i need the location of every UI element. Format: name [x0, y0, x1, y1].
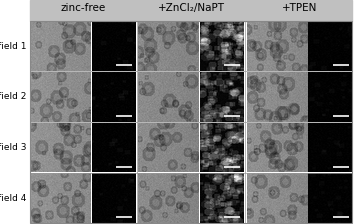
Text: +ZnCl₂/NaPT: +ZnCl₂/NaPT [158, 3, 225, 13]
Text: field 3: field 3 [0, 143, 27, 152]
Text: field 2: field 2 [0, 92, 27, 101]
Text: zinc-free: zinc-free [60, 3, 105, 13]
Text: +TPEN: +TPEN [282, 3, 317, 13]
Text: field 1: field 1 [0, 42, 27, 51]
Text: field 4: field 4 [0, 194, 27, 202]
